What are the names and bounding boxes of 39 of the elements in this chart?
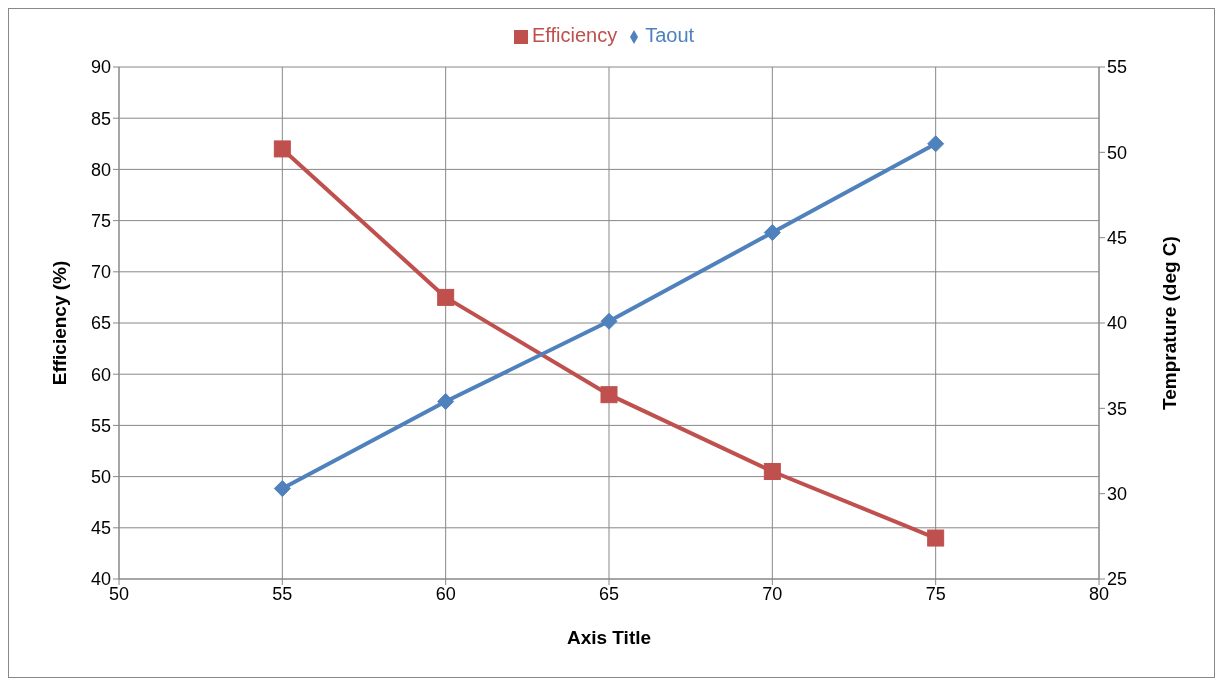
legend-label: Taout (645, 24, 695, 46)
point (763, 462, 781, 480)
y2-tick-label: 30 (1107, 484, 1128, 505)
x-tick-label: 70 (762, 583, 783, 604)
y-tick-label: 55 (90, 415, 111, 436)
y2-tick-label: 25 (1107, 569, 1128, 590)
y2-tick-label: 55 (1107, 57, 1128, 78)
y2-tick-label: 35 (1107, 398, 1128, 419)
y-tick-label: 60 (90, 364, 111, 385)
y2-tick-label: 50 (1107, 142, 1128, 163)
y-tick-label: 75 (90, 210, 111, 231)
x-tick-label: 65 (598, 583, 620, 604)
y2-tick-label: 40 (1107, 313, 1128, 334)
y-tick-label: 50 (90, 466, 111, 487)
y-tick-label: 70 (90, 262, 111, 283)
y2-axis-title: Temprature (deg C) (1158, 236, 1180, 410)
point (927, 135, 945, 153)
point (437, 288, 455, 306)
x-axis-title: Axis Title (566, 627, 652, 648)
point (927, 529, 945, 547)
point (763, 224, 781, 242)
y2-tick-label: 45 (1107, 228, 1128, 249)
point (273, 140, 291, 158)
point (600, 386, 618, 404)
x-tick-label: 60 (435, 583, 456, 604)
y-tick-label: 45 (90, 518, 111, 539)
point (437, 393, 455, 411)
y-tick-label: 40 (90, 569, 111, 590)
y-tick-label: 65 (90, 313, 111, 334)
point (600, 312, 618, 330)
legend-label: Efficiency (531, 24, 618, 46)
y-tick-label: 80 (90, 159, 111, 180)
y-tick-label: 85 (90, 108, 111, 129)
x-tick-label: 55 (272, 583, 293, 604)
y-tick-label: 90 (90, 57, 111, 78)
x-tick-label: 75 (925, 583, 946, 604)
y-axis-title: Efficiency (%) (48, 260, 70, 386)
x-tick-label: 50 (108, 583, 130, 604)
point (273, 480, 291, 498)
